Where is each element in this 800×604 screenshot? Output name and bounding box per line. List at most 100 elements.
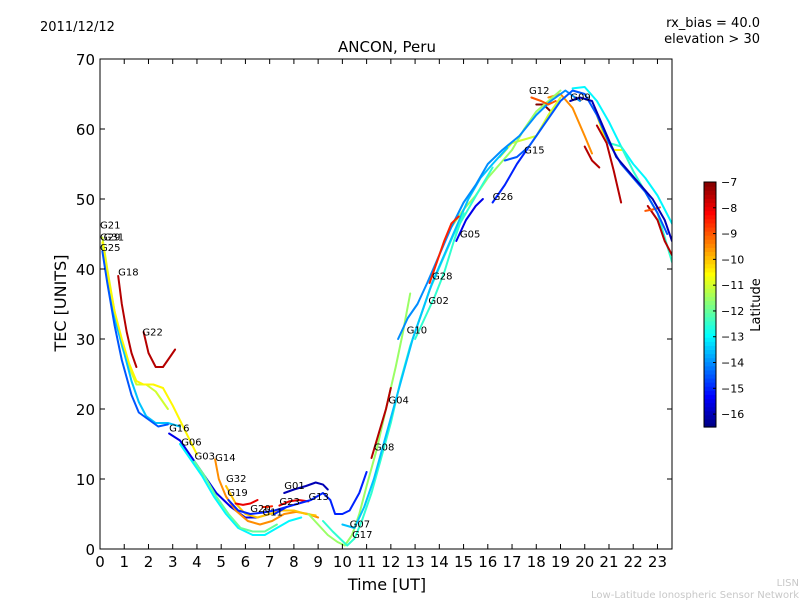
colorbar-band: [704, 218, 716, 224]
colorbar-tick-label: −10: [721, 253, 744, 266]
trace-line-g25: [101, 250, 169, 428]
colorbar-band: [704, 275, 716, 281]
satellite-label-g25: G25: [100, 243, 120, 254]
rx-bias-label: rx_bias = 40.0: [666, 16, 760, 31]
colorbar-tick-label: −8: [721, 202, 737, 215]
colorbar-band: [704, 329, 716, 334]
x-tick-label: 22: [624, 553, 643, 571]
x-tick-label: 9: [313, 553, 323, 571]
y-tick-label: 30: [76, 331, 95, 349]
satellite-label-g01: G01: [284, 481, 304, 492]
colorbar-band: [704, 353, 716, 359]
colorbar-band: [704, 349, 716, 355]
colorbar-band: [704, 198, 716, 204]
colorbar-band: [704, 280, 716, 285]
satellite-label-g08: G08: [374, 442, 394, 453]
colorbar-tick-label: −16: [721, 408, 744, 421]
satellite-label-g12: G12: [529, 86, 549, 97]
satellite-label-g09: G09: [570, 92, 590, 103]
x-tick-label: 2: [144, 553, 154, 571]
colorbar-band: [704, 345, 716, 351]
date-label: 2011/12/12: [40, 20, 115, 35]
colorbar-tick-label: −15: [721, 382, 744, 395]
trace-line-extra-9: [498, 96, 562, 158]
satellite-label-g31: G31: [104, 232, 124, 243]
trace-line-g04: [370, 387, 392, 459]
satellite-label-g23: G23: [279, 497, 299, 508]
x-tick-label: 20: [575, 553, 594, 571]
x-tick-label: 0: [95, 553, 105, 571]
x-tick-label: 6: [241, 553, 251, 571]
colorbar-band: [704, 308, 716, 314]
trace-line-g10: [397, 89, 581, 340]
x-tick-label: 23: [648, 553, 667, 571]
colorbar-band: [704, 418, 716, 424]
colorbar-band: [704, 410, 716, 416]
satellite-label-g06: G06: [181, 438, 201, 449]
y-tick-label: 70: [76, 51, 95, 69]
colorbar-band: [704, 214, 716, 220]
trace-line-extra-4: [595, 124, 623, 204]
colorbar-band: [704, 300, 716, 306]
satellite-label-g07: G07: [350, 519, 370, 530]
colorbar-band: [704, 271, 716, 277]
colorbar-band: [704, 369, 716, 375]
colorbar: −7 −8 −9 −10 −11 −12 −13 −14 −15 −16: [703, 176, 744, 428]
trace-line-g09: [569, 96, 672, 242]
y-tick-label: 40: [76, 261, 95, 279]
y-axis-label: TEC [UNITS]: [51, 255, 70, 353]
satellite-label-g26: G26: [493, 192, 513, 203]
colorbar-band: [704, 267, 716, 273]
colorbar-band: [704, 206, 716, 212]
colorbar-band: [704, 259, 716, 265]
colorbar-frame: [703, 181, 717, 428]
colorbar-band: [704, 320, 716, 326]
trace-line-extra-5: [571, 86, 672, 225]
trace-group: [101, 86, 672, 547]
colorbar-band: [704, 324, 716, 330]
trace-line-extra-7: [646, 205, 672, 256]
trace-line-g22: [142, 331, 177, 368]
colorbar-band: [704, 341, 716, 346]
colorbar-band: [704, 296, 716, 302]
trace-line-extra-2: [583, 145, 601, 169]
x-tick-label: 10: [333, 553, 352, 571]
x-tick-label: 19: [551, 553, 570, 571]
colorbar-band: [704, 210, 716, 216]
satellite-label-g10: G10: [407, 326, 427, 337]
x-tick-label: 1: [119, 553, 129, 571]
colorbar-band: [704, 194, 716, 199]
colorbar-band: [704, 288, 716, 293]
colorbar-band: [704, 312, 716, 318]
satellite-label-g20: G20: [250, 504, 270, 515]
trace-line-g21: [101, 236, 169, 410]
colorbar-band: [704, 414, 716, 420]
satellite-label-g15: G15: [524, 146, 544, 157]
trace-line-g20: [234, 499, 259, 506]
colorbar-tick-label: −7: [721, 176, 737, 189]
x-tick-label: 18: [527, 553, 546, 571]
x-tick-label: 13: [406, 553, 425, 571]
colorbar-band: [704, 402, 716, 408]
footer-network: Low-Latitude Ionospheric Sensor Network: [591, 590, 799, 600]
colorbar-band: [704, 231, 716, 236]
satellite-label-g03: G03: [195, 452, 215, 463]
colorbar-band: [704, 316, 716, 322]
x-tick-label: 14: [430, 553, 449, 571]
satellite-label-g02: G02: [428, 296, 448, 307]
trace-line-g01: [283, 481, 329, 494]
satellite-label-g17: G17: [352, 530, 372, 541]
satellite-label-g18: G18: [118, 267, 138, 278]
colorbar-band: [704, 365, 716, 371]
colorbar-label: Latitude: [749, 278, 764, 332]
trace-line-g11: [261, 505, 274, 508]
satellite-label-g32: G32: [226, 474, 246, 485]
trace-line-g23: [278, 499, 310, 507]
colorbar-band: [704, 382, 716, 387]
y-tick-label: 20: [76, 401, 95, 419]
colorbar-band: [704, 398, 716, 404]
trace-line-g08: [341, 146, 509, 529]
